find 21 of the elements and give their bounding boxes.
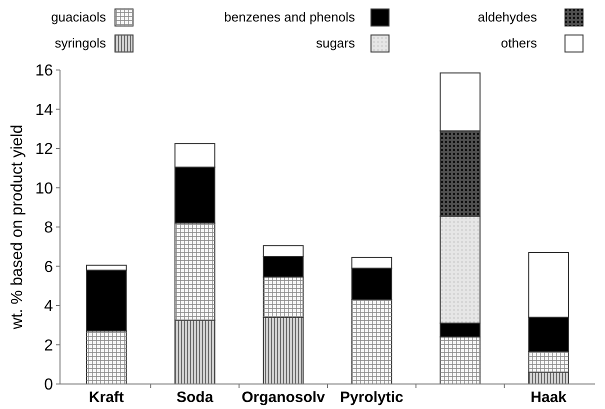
y-tick-label: 2 bbox=[44, 337, 54, 354]
y-tick-label: 0 bbox=[44, 376, 54, 394]
legend-label: guaciaols bbox=[51, 10, 106, 25]
y-tick-label: 10 bbox=[35, 180, 54, 198]
legend-label: aldehydes bbox=[478, 10, 538, 25]
x-tick-label: Pyrolytic bbox=[340, 389, 404, 406]
y-tick-label: 12 bbox=[35, 141, 54, 158]
x-tick-label: Soda bbox=[176, 389, 214, 406]
x-tick-label: Haak bbox=[530, 389, 568, 406]
y-axis-title: wt. % based on product yield bbox=[9, 124, 26, 330]
legend-label: others bbox=[500, 36, 538, 51]
y-tick-label: 8 bbox=[44, 220, 54, 237]
y-tick-label: 14 bbox=[35, 102, 54, 119]
y-tick-label: 4 bbox=[44, 298, 54, 316]
x-tick-label: Organosolv bbox=[242, 389, 326, 406]
y-tick-label: 16 bbox=[35, 62, 54, 80]
y-tick-label: 6 bbox=[44, 258, 54, 276]
legend-label: benzenes and phenols bbox=[224, 10, 356, 25]
legend-label: syringols bbox=[54, 36, 106, 51]
legend-label: sugars bbox=[316, 36, 356, 51]
x-tick-label: Kraft bbox=[88, 389, 124, 406]
